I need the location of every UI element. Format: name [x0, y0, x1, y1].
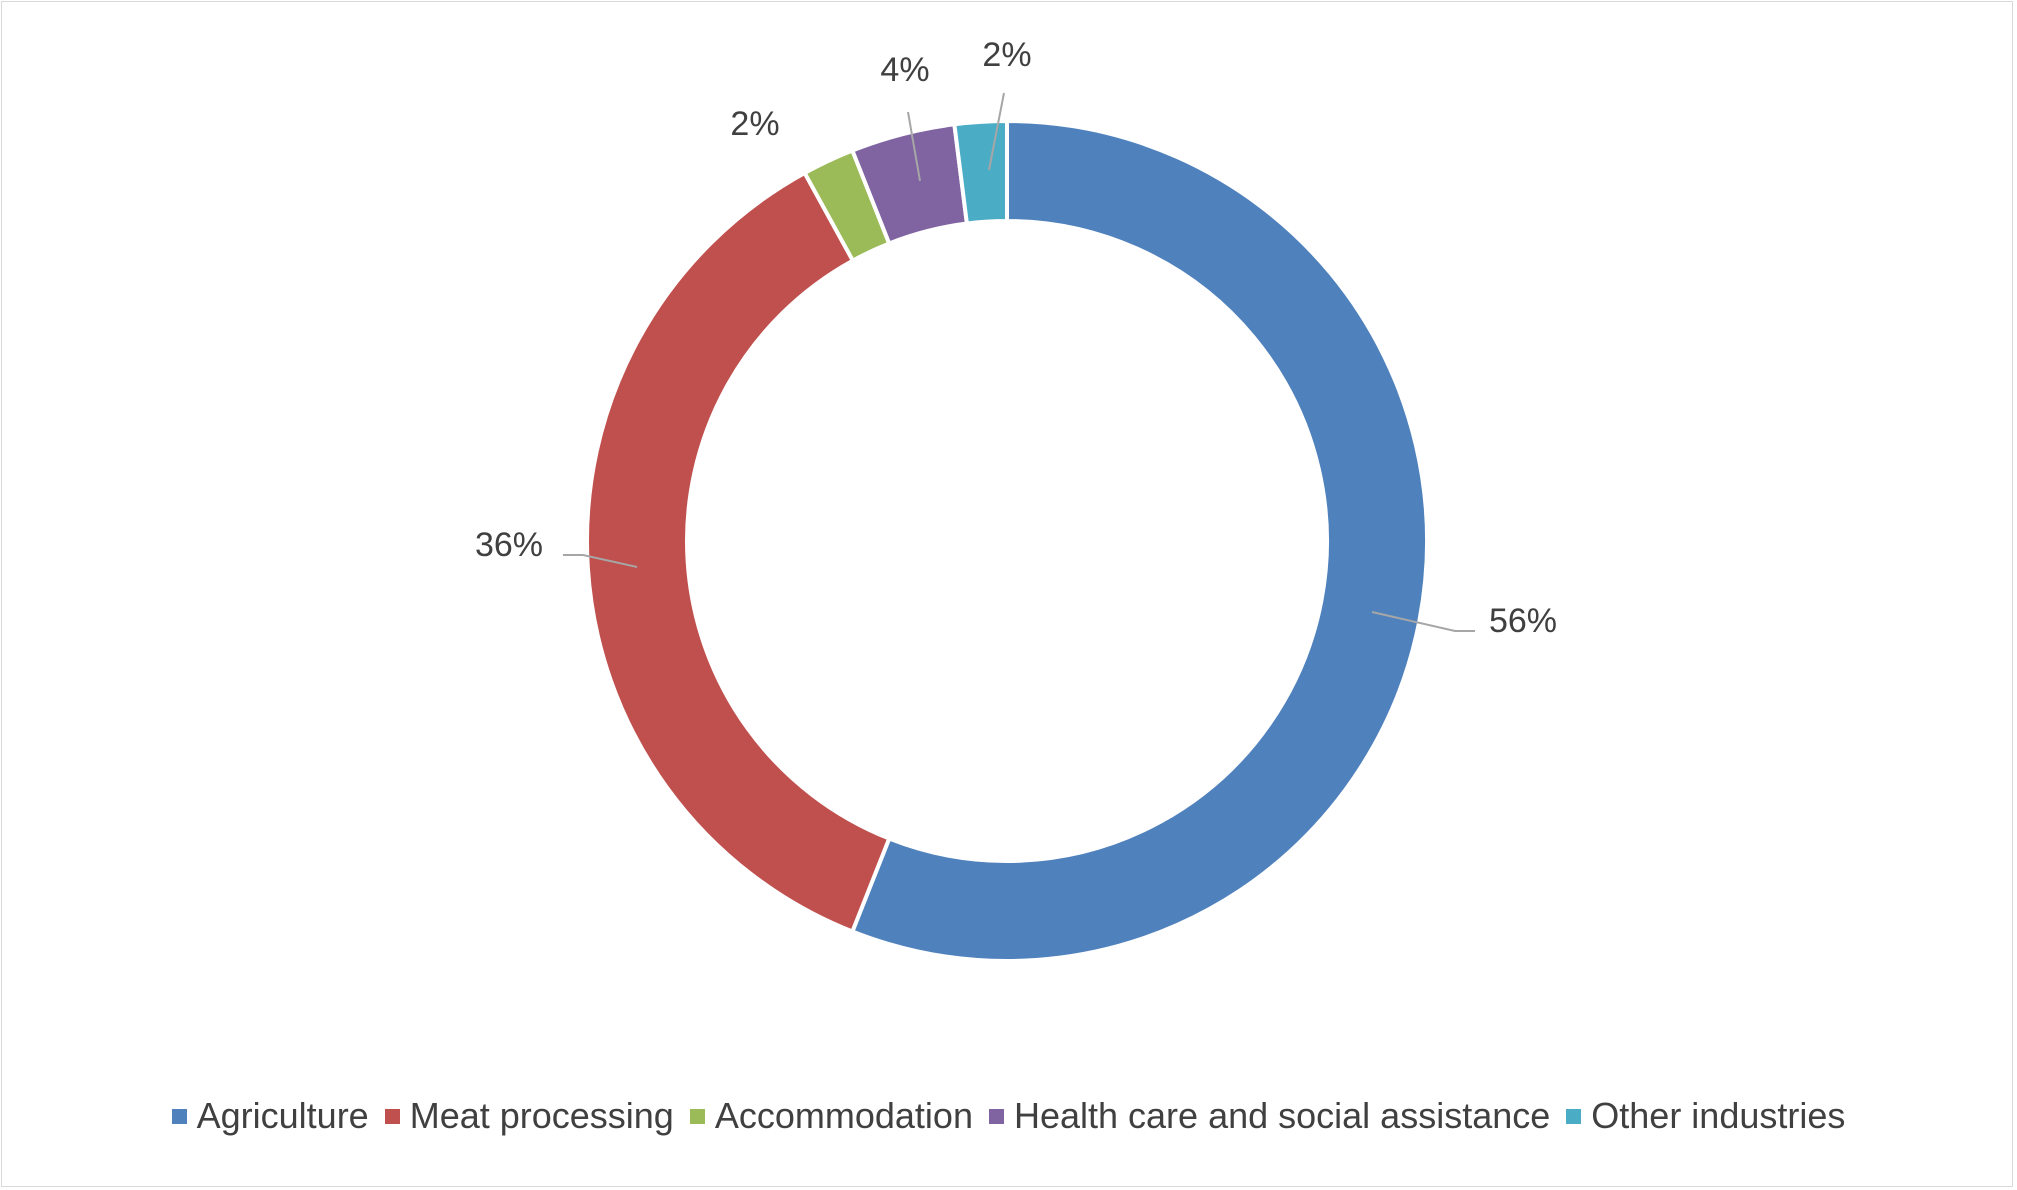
legend-label: Agriculture	[196, 1095, 369, 1136]
legend-swatch	[384, 1108, 400, 1124]
slice-meat-processing	[585, 170, 892, 935]
legend-label: Accommodation	[714, 1095, 973, 1136]
slice-agriculture	[849, 118, 1429, 963]
legend-swatch	[689, 1108, 705, 1124]
data-label-health-care-and-social-assistance: 4%	[880, 51, 929, 89]
leader-line-meat-processing	[563, 554, 638, 568]
legend-item-accommodation: Accommodation	[689, 1095, 973, 1137]
leader-line-other-industries	[988, 92, 1005, 171]
legend-item-health-care-and-social-assistance: Health care and social assistance	[988, 1095, 1551, 1137]
legend-item-meat-processing: Meat processing	[384, 1095, 674, 1137]
legend-item-other-industries: Other industries	[1566, 1095, 1845, 1137]
legend-label: Health care and social assistance	[1013, 1095, 1551, 1136]
legend-swatch	[988, 1108, 1004, 1124]
data-label-agriculture: 56%	[1489, 602, 1557, 640]
leader-line-health-care-and-social-assistance	[907, 111, 921, 182]
data-label-meat-processing: 36%	[475, 526, 543, 564]
legend-label: Meat processing	[409, 1095, 674, 1136]
data-label-accommodation: 2%	[730, 105, 779, 143]
leader-line-agriculture	[1371, 611, 1475, 632]
legend-swatch	[1566, 1108, 1582, 1124]
chart-legend: Agriculture Meat processing Accommodation H…	[0, 1095, 2017, 1137]
legend-label: Other industries	[1591, 1095, 1846, 1136]
legend-item-agriculture: Agriculture	[171, 1095, 369, 1137]
legend-swatch	[171, 1108, 187, 1124]
data-label-other-industries: 2%	[982, 36, 1031, 74]
